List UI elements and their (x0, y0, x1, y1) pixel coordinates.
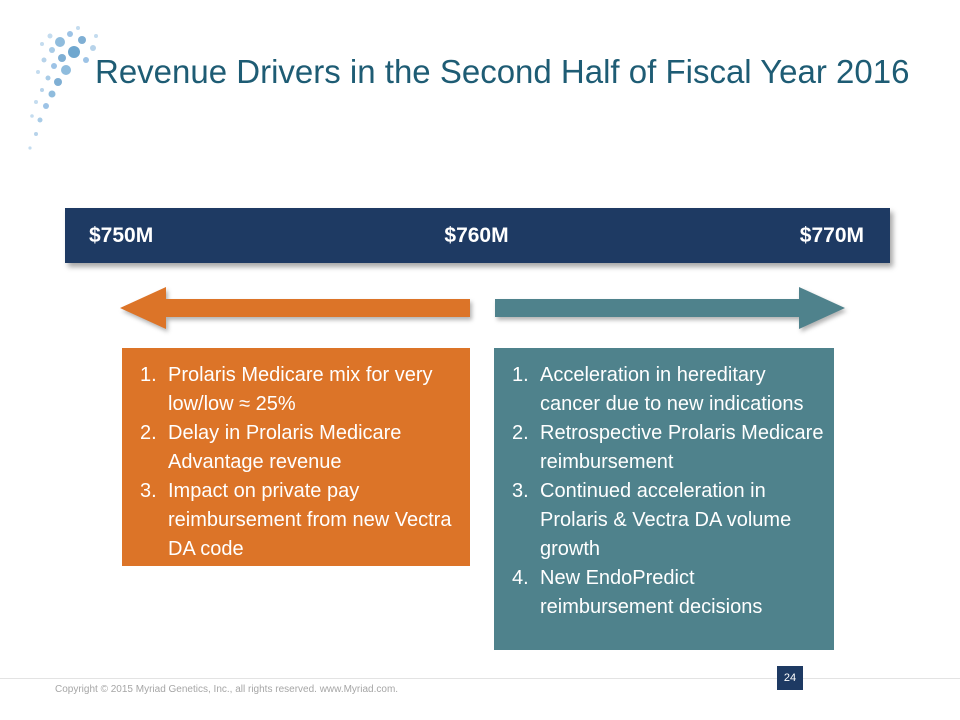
revenue-scale-bar: $750M $760M $770M (65, 208, 890, 263)
list-item-text: Retrospective Prolaris Medicare reimburs… (540, 422, 824, 473)
list-item: 2. Delay in Prolaris Medicare Advantage … (134, 419, 460, 477)
list-item-number: 1. (140, 364, 157, 386)
right-arrow-shape (495, 287, 845, 329)
list-item-number: 4. (512, 567, 529, 589)
list-item: 1. Prolaris Medicare mix for very low/lo… (134, 361, 460, 419)
list-item-number: 2. (512, 422, 529, 444)
list-item-text: Impact on private pay reimbursement from… (168, 480, 452, 560)
list-item: 3. Impact on private pay reimbursement f… (134, 477, 460, 564)
copyright-text: Copyright © 2015 Myriad Genetics, Inc., … (55, 684, 399, 695)
left-arrow-icon (120, 287, 470, 329)
list-item: 3. Continued acceleration in Prolaris & … (506, 477, 824, 564)
page-number-badge: 24 (777, 666, 803, 690)
list-item-number: 3. (140, 480, 157, 502)
footer-divider (0, 678, 960, 679)
headwinds-panel: 1. Prolaris Medicare mix for very low/lo… (122, 348, 470, 566)
list-item-text: Acceleration in hereditary cancer due to… (540, 364, 804, 415)
right-arrow-icon (495, 287, 845, 329)
left-arrow-shape (120, 287, 470, 329)
slide-title: Revenue Drivers in the Second Half of Fi… (95, 53, 910, 90)
list-item-text: Continued acceleration in Prolaris & Vec… (540, 480, 792, 560)
list-item: 2. Retrospective Prolaris Medicare reimb… (506, 419, 824, 477)
scale-label-770m: $770M (799, 223, 864, 247)
list-item-text: New EndoPredict reimbursement decisions (540, 567, 763, 618)
list-item-text: Prolaris Medicare mix for very low/low ≈… (168, 364, 433, 415)
list-item: 4. New EndoPredict reimbursement decisio… (506, 564, 824, 622)
scale-label-760m: $760M (444, 223, 509, 247)
tailwinds-panel: 1. Acceleration in hereditary cancer due… (494, 348, 834, 650)
list-item-text: Delay in Prolaris Medicare Advantage rev… (168, 422, 402, 473)
scale-label-750m: $750M (89, 223, 154, 247)
list-item-number: 3. (512, 480, 529, 502)
list-item-number: 2. (140, 422, 157, 444)
list-item-number: 1. (512, 364, 529, 386)
list-item: 1. Acceleration in hereditary cancer due… (506, 361, 824, 419)
dots-decoration-icon (28, 26, 98, 150)
